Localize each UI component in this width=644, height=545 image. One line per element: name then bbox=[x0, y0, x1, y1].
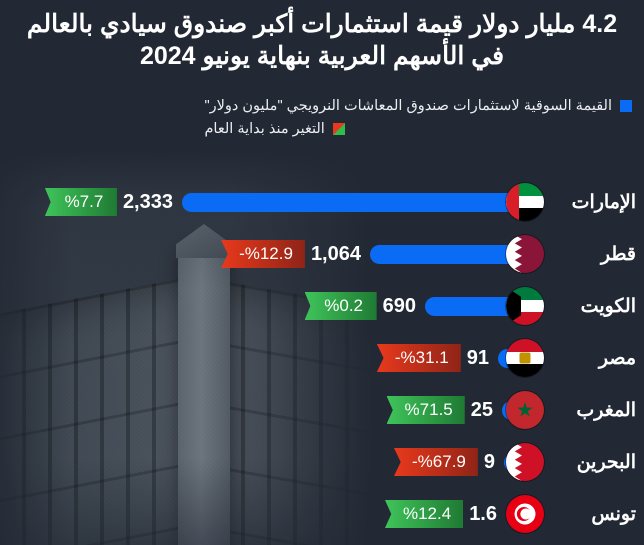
chart-legend: القيمة السوقية لاستثمارات صندوق المعاشات… bbox=[204, 98, 632, 137]
flag-ae-icon bbox=[506, 183, 544, 221]
country-label: قطر bbox=[600, 243, 636, 265]
country-label: الكويت bbox=[580, 295, 636, 317]
table-row[interactable]: قطر 1,064 %12.9- bbox=[0, 228, 644, 280]
country-label: مصر bbox=[598, 347, 636, 369]
table-row[interactable]: مصر 91 %31.1- bbox=[0, 332, 644, 384]
value-label: 1,064 bbox=[310, 242, 361, 265]
flag-bh-icon bbox=[506, 443, 544, 481]
change-badge: %12.9- bbox=[221, 240, 305, 268]
change-badge: %12.4 bbox=[384, 500, 464, 528]
country-label: تونس bbox=[591, 503, 636, 525]
flag-eg-icon bbox=[506, 339, 544, 377]
value-bar bbox=[182, 192, 528, 212]
background-photo-building bbox=[0, 150, 420, 545]
table-row[interactable]: تونس 1.6 %12.4 bbox=[0, 488, 644, 540]
value-bar bbox=[425, 296, 528, 316]
legend-item-market-value: القيمة السوقية لاستثمارات صندوق المعاشات… bbox=[204, 98, 632, 114]
table-row[interactable]: البحرين 9 %67.9- bbox=[0, 436, 644, 488]
value-label: 25 bbox=[470, 398, 493, 421]
change-badge: %0.2 bbox=[304, 292, 377, 320]
legend-item-ytd-change: التغير منذ بداية العام bbox=[204, 121, 345, 137]
flag-tn-icon bbox=[506, 495, 544, 533]
table-row[interactable]: الكويت 690 %0.2 bbox=[0, 280, 644, 332]
red-green-split-square-icon bbox=[332, 123, 345, 135]
flag-qa-icon bbox=[506, 235, 544, 273]
value-bar bbox=[370, 244, 528, 264]
legend-label-market-value: القيمة السوقية لاستثمارات صندوق المعاشات… bbox=[204, 98, 612, 114]
value-label: 1.6 bbox=[469, 502, 497, 525]
legend-label-ytd-change: التغير منذ بداية العام bbox=[204, 121, 325, 137]
bar-track bbox=[182, 192, 528, 212]
value-label: 690 bbox=[382, 294, 416, 317]
value-label: 9 bbox=[483, 450, 495, 473]
flag-kw-icon bbox=[506, 287, 544, 325]
flag-ma-icon bbox=[506, 391, 544, 429]
country-label: المغرب bbox=[576, 399, 636, 421]
change-badge: %67.9- bbox=[394, 448, 478, 476]
chart-rows: الإمارات 2,333 %7.7 قطر 1,064 %12.9- الكويت 690… bbox=[0, 176, 644, 540]
value-label: 2,333 bbox=[122, 190, 173, 213]
country-label: البحرين bbox=[576, 451, 636, 473]
change-badge: %71.5 bbox=[386, 396, 465, 424]
blue-square-icon bbox=[620, 100, 632, 112]
header: 4.2 مليار دولار قيمة استثمارات أكبر صندو… bbox=[0, 0, 644, 95]
change-badge: %7.7 bbox=[44, 188, 117, 216]
table-row[interactable]: الإمارات 2,333 %7.7 bbox=[0, 176, 644, 228]
table-row[interactable]: المغرب 25 %71.5 bbox=[0, 384, 644, 436]
bar-track bbox=[370, 244, 528, 264]
value-label: 91 bbox=[466, 346, 489, 369]
page-title: 4.2 مليار دولار قيمة استثمارات أكبر صندو… bbox=[26, 10, 618, 70]
country-label: الإمارات bbox=[571, 191, 636, 213]
bar-track bbox=[425, 296, 528, 316]
change-badge: %31.1- bbox=[376, 344, 461, 372]
